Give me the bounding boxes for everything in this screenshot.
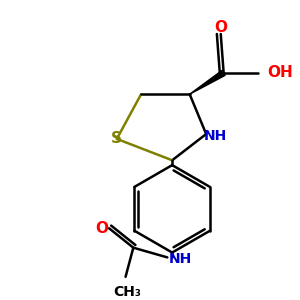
Text: NH: NH [168,252,192,266]
Text: OH: OH [267,65,293,80]
Text: S: S [111,131,122,146]
Text: O: O [214,20,227,35]
Text: O: O [96,221,109,236]
Polygon shape [190,70,225,94]
Text: CH₃: CH₃ [114,285,141,298]
Text: NH: NH [203,129,226,143]
